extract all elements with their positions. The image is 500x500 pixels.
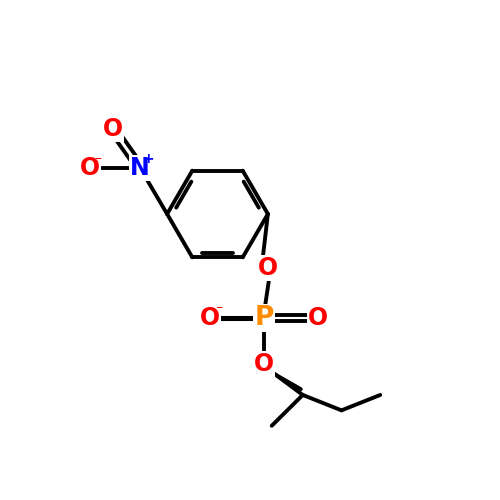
Text: P: P	[254, 305, 274, 331]
Text: O: O	[254, 352, 274, 376]
Text: O: O	[200, 306, 220, 330]
Text: O: O	[308, 306, 328, 330]
Text: +: +	[142, 152, 154, 166]
Text: O: O	[80, 156, 100, 180]
Text: O: O	[258, 256, 278, 280]
Text: ⁻: ⁻	[214, 303, 222, 318]
Text: O: O	[103, 118, 123, 142]
Text: ⁻: ⁻	[94, 154, 102, 168]
Text: N: N	[130, 156, 150, 180]
